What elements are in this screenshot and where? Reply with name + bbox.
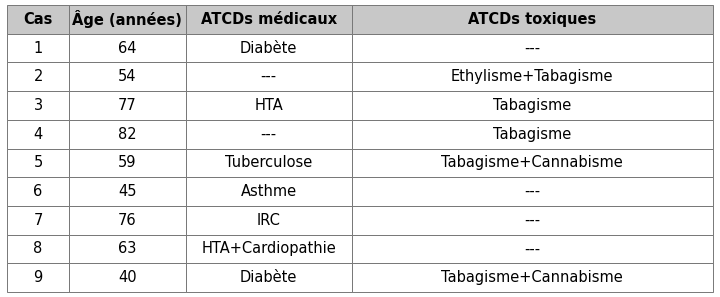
Text: ---: --- [524,41,540,56]
Text: ATCDs toxiques: ATCDs toxiques [468,12,596,27]
Text: 59: 59 [118,155,137,170]
Bar [186,91,351,120]
Bar [351,206,713,235]
Bar [351,5,713,34]
Text: HTA: HTA [254,98,283,113]
Bar [351,34,713,62]
Text: 8: 8 [33,241,42,256]
Bar [69,206,186,235]
Bar [7,148,69,177]
Bar [186,177,351,206]
Bar [7,120,69,148]
Bar [186,148,351,177]
Bar [186,206,351,235]
Text: ATCDs médicaux: ATCDs médicaux [200,12,337,27]
Bar [7,206,69,235]
Text: 4: 4 [33,127,42,142]
Text: Tuberculose: Tuberculose [225,155,312,170]
Bar [69,235,186,263]
Bar [7,263,69,292]
Bar [351,62,713,91]
Bar [69,120,186,148]
Bar [186,235,351,263]
Text: Diabète: Diabète [240,41,297,56]
Bar [69,5,186,34]
Bar [69,62,186,91]
Text: Tabagisme+Cannabisme: Tabagisme+Cannabisme [441,155,623,170]
Bar [186,263,351,292]
Bar [351,148,713,177]
Bar [7,62,69,91]
Text: 54: 54 [118,69,137,84]
Text: Cas: Cas [23,12,53,27]
Bar [69,148,186,177]
Bar [351,177,713,206]
Text: 7: 7 [33,213,42,228]
Text: 45: 45 [118,184,137,199]
Text: ---: --- [524,184,540,199]
Bar [351,235,713,263]
Text: 6: 6 [33,184,42,199]
Bar [351,120,713,148]
Bar [69,263,186,292]
Bar [7,34,69,62]
Text: Tabagisme: Tabagisme [493,98,572,113]
Bar [351,263,713,292]
Bar [7,235,69,263]
Text: 40: 40 [118,270,137,285]
Text: Âge (années): Âge (années) [73,10,182,28]
Bar [186,120,351,148]
Text: ---: --- [524,241,540,256]
Text: Tabagisme: Tabagisme [493,127,572,142]
Text: 82: 82 [118,127,137,142]
Text: 5: 5 [33,155,42,170]
Text: Asthme: Asthme [240,184,297,199]
Bar [7,5,69,34]
Text: Tabagisme+Cannabisme: Tabagisme+Cannabisme [441,270,623,285]
Text: ---: --- [524,213,540,228]
Text: HTA+Cardiopathie: HTA+Cardiopathie [201,241,336,256]
Bar [7,177,69,206]
Bar [351,91,713,120]
Text: 9: 9 [33,270,42,285]
Bar [186,62,351,91]
Bar [69,177,186,206]
Text: 2: 2 [33,69,42,84]
Text: 77: 77 [118,98,137,113]
Text: Ethylisme+Tabagisme: Ethylisme+Tabagisme [451,69,613,84]
Text: 64: 64 [118,41,137,56]
Bar [7,91,69,120]
Text: 76: 76 [118,213,137,228]
Bar [69,91,186,120]
Text: 1: 1 [33,41,42,56]
Text: 63: 63 [118,241,137,256]
Text: ---: --- [261,69,276,84]
Text: 3: 3 [34,98,42,113]
Text: IRC: IRC [256,213,281,228]
Text: Diabète: Diabète [240,270,297,285]
Bar [186,5,351,34]
Bar [186,34,351,62]
Text: ---: --- [261,127,276,142]
Bar [69,34,186,62]
